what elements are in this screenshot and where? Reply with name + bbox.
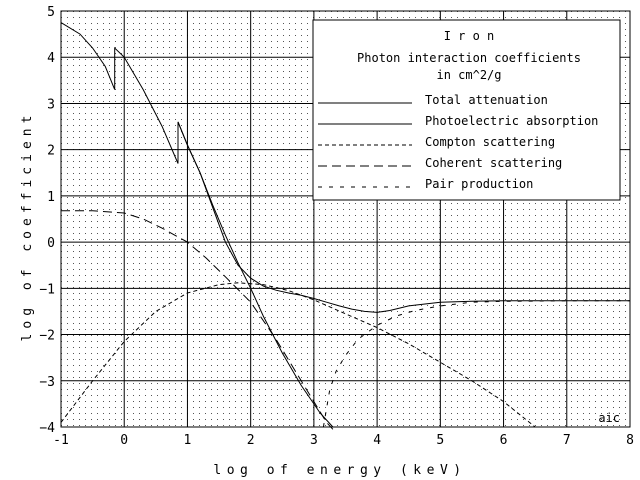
x-tick-label: 0 [120,433,128,448]
plot-frame [60,10,631,428]
y-tick-label: 0 [47,236,55,251]
y-tick-label: 1 [47,190,55,205]
y-axis-title: log of coefficient [20,111,35,342]
x-tick-labels: -1 0 1 2 3 4 5 6 7 8 [53,433,634,448]
series-line-2 [177,121,334,428]
x-tick-label: 1 [184,433,192,448]
y-tick-label: −3 [39,375,55,390]
y-tick-label: −4 [39,421,55,436]
credit-label: aic [598,411,620,425]
x-tick-label: 4 [373,433,381,448]
x-tick-label: 6 [500,433,508,448]
y-tick-label: −1 [39,282,55,297]
series-line-4 [61,210,334,430]
legend-subtitle-line2: in cm^2/g [436,68,501,82]
legend-title: I r o n [444,29,495,43]
legend-subtitle-line1: Photon interaction coefficients [357,51,581,65]
legend-label: Compton scattering [425,135,555,149]
x-axis-title: log of energy (keV) [213,463,466,478]
y-tick-label: 4 [47,51,55,66]
legend-label: Pair production [425,177,533,191]
x-tick-label: 3 [310,433,318,448]
legend: I r o n Photon interaction coefficients … [312,19,621,201]
y-tick-label: −2 [39,329,55,344]
legend-label: Total attenuation [425,93,548,107]
x-tick-label: 8 [626,433,634,448]
y-tick-labels: 5 4 3 2 1 0 −1 −2 −3 −4 [39,5,55,436]
x-tick-label: 5 [436,433,444,448]
series-line-5 [322,300,630,428]
series-line-1 [60,22,630,313]
legend-label: Coherent scattering [425,156,562,170]
x-tick-label: 7 [563,433,571,448]
y-tick-label: 5 [47,5,55,20]
y-tick-label: 3 [47,97,55,112]
legend-box [312,19,621,201]
legend-label: Photoelectric absorption [425,114,598,128]
series-layer [60,22,630,430]
x-tick-label: 2 [247,433,255,448]
legend-entries: Total attenuation Photoelectric absorptio… [318,93,598,191]
x-tick-label: -1 [53,433,69,448]
y-tick-label: 2 [47,144,55,159]
